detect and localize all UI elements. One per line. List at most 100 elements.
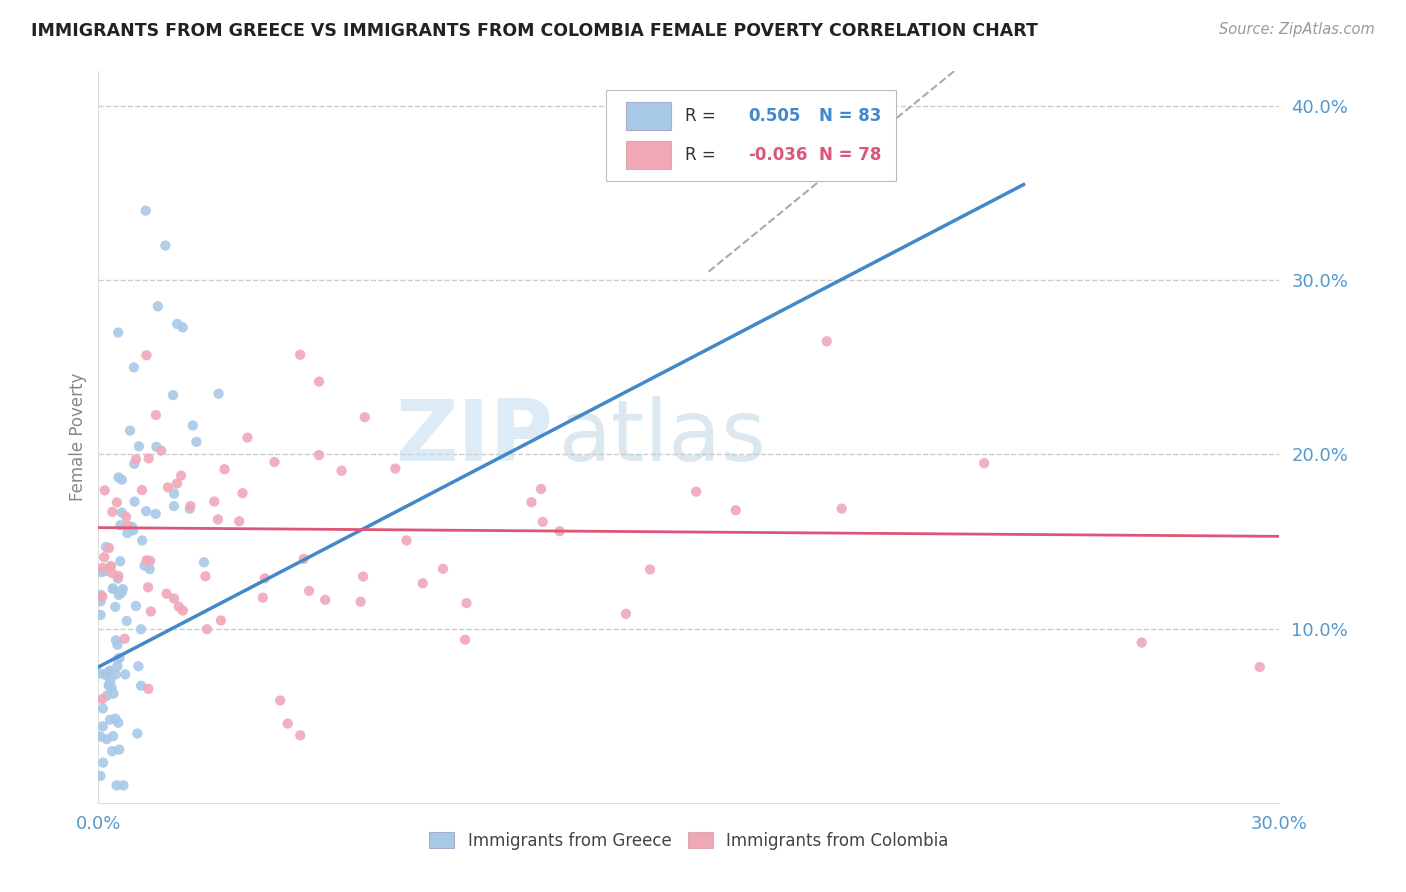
Point [115,509,138,524]
Point [202,494,225,508]
Point [98,541,121,555]
Point [395,533,418,548]
Point [105,495,128,509]
Point [107,569,129,583]
Point [111,582,134,596]
Text: N = 83: N = 83 [818,107,882,125]
Point [138,562,160,576]
Point [145,408,167,422]
Text: -0.036: -0.036 [748,145,807,164]
Point [114,632,136,646]
Point [117,526,139,541]
Point [90,588,112,602]
Point [108,742,131,756]
Point [105,659,128,673]
Point [97,665,120,680]
Point [195,622,218,636]
Point [150,443,173,458]
Point [127,726,149,740]
Point [432,562,454,576]
Point [93,483,115,498]
Point [162,388,184,402]
Point [384,461,406,475]
Point [91,719,114,733]
Point [98,713,121,727]
Point [330,464,353,478]
Point [456,596,478,610]
Point [181,418,204,433]
Point [155,238,177,252]
Point [121,520,143,534]
Point [98,673,121,688]
Point [290,348,312,362]
Point [107,572,129,586]
Point [207,512,229,526]
Point [520,495,543,509]
Point [120,424,142,438]
Point [179,501,201,516]
Point [96,689,118,703]
Point [308,375,330,389]
Point [170,468,193,483]
Point [94,668,117,682]
Point [352,569,374,583]
Text: 0.505: 0.505 [748,107,800,125]
Point [98,664,121,678]
Point [290,728,312,742]
Point [308,448,330,462]
Point [98,679,121,693]
Point [1249,660,1271,674]
Point [122,360,145,375]
Point [193,555,215,569]
Text: ZIP: ZIP [395,395,553,479]
Point [530,482,553,496]
Point [122,523,145,537]
Point [163,499,186,513]
Point [135,553,157,567]
Point [100,681,122,695]
Point [614,607,637,621]
Point [104,667,127,681]
Point [252,591,274,605]
Point [724,503,747,517]
Point [131,483,153,497]
Point [139,604,162,618]
Point [129,679,152,693]
Point [145,507,167,521]
Point [124,494,146,508]
Bar [626,102,671,130]
Point [122,457,145,471]
Point [548,524,571,539]
Point [166,476,188,491]
Point [111,585,134,599]
Point [93,550,115,565]
Point [101,582,124,596]
Text: R =: R = [685,145,721,164]
Point [114,667,136,681]
Point [111,473,134,487]
Point [89,730,111,744]
Point [94,540,117,554]
Point [107,326,129,340]
Point [214,462,236,476]
Point [101,582,124,596]
Point [831,501,853,516]
Text: atlas: atlas [560,395,768,479]
Point [105,778,128,792]
Point [231,486,253,500]
Point [89,769,111,783]
Point [107,652,129,666]
Point [298,583,321,598]
Point [146,299,169,313]
Point [90,594,112,608]
Point [167,599,190,614]
Point [112,778,135,792]
Point [101,744,124,758]
Point [90,607,112,622]
Point [1130,635,1153,649]
Point [135,203,157,218]
Point [110,554,132,568]
Point [531,515,554,529]
Point [125,452,148,467]
Point [97,678,120,692]
